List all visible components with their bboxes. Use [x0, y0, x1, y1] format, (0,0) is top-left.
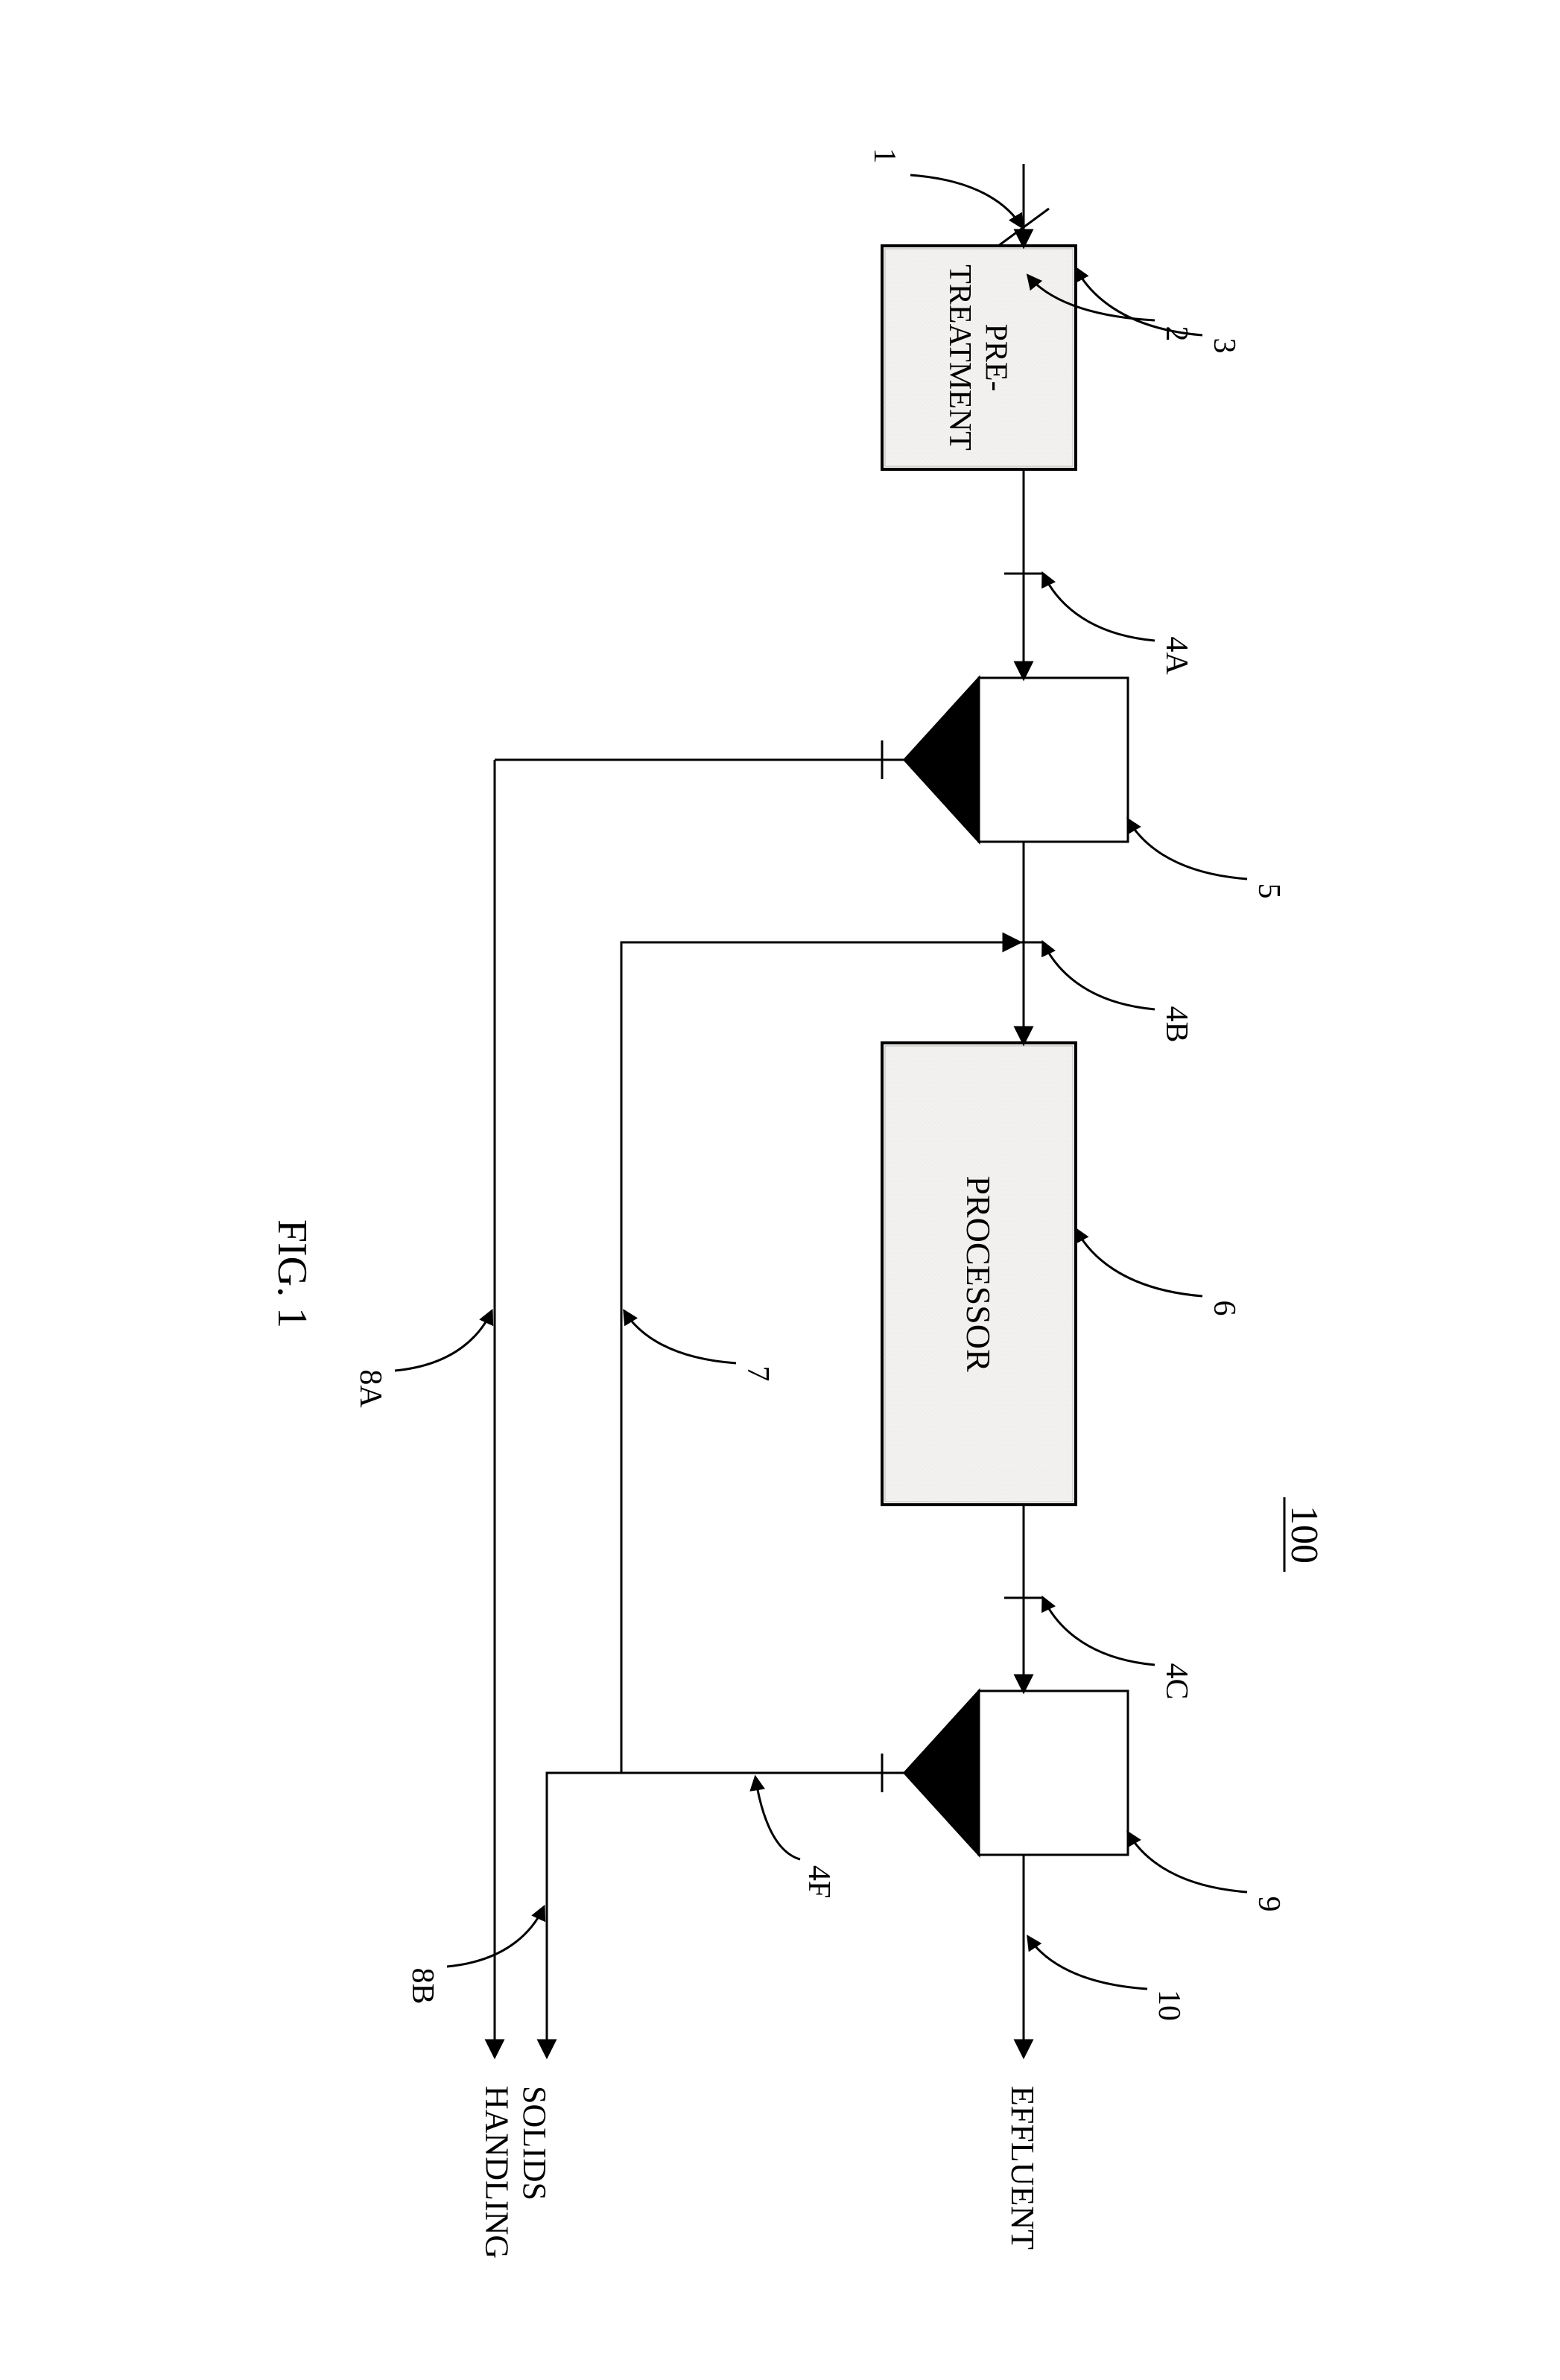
secondary_clarifier-cone: [904, 1691, 979, 1855]
svg-text:9: 9: [1252, 1897, 1286, 1912]
figure-ref-100: 100: [1283, 1505, 1325, 1564]
svg-text:7: 7: [741, 1366, 775, 1382]
primary_clarifier-tank: [979, 678, 1128, 842]
svg-text:3: 3: [1207, 338, 1241, 354]
edge-8B: [547, 1773, 621, 2056]
svg-text:5: 5: [1252, 883, 1286, 899]
svg-text:4F: 4F: [802, 1865, 836, 1898]
svg-text:4B: 4B: [1159, 1006, 1193, 1042]
svg-text:8A: 8A: [353, 1369, 387, 1408]
svg-text:4A: 4A: [1159, 636, 1193, 675]
secondary_clarifier-tank: [979, 1691, 1128, 1855]
svg-text:10: 10: [1152, 1990, 1186, 2021]
primary_clarifier-cone: [904, 678, 979, 842]
processor-label: PROCESSOR: [960, 1175, 998, 1372]
svg-text:6: 6: [1207, 1301, 1241, 1316]
svg-text:4C: 4C: [1159, 1663, 1193, 1699]
svg-text:8B: 8B: [405, 1967, 440, 2004]
label-solids: SOLIDSHANDLING: [478, 2086, 553, 2259]
label-effluent: EFFLUENT: [1004, 2086, 1041, 2250]
svg-text:1: 1: [867, 148, 901, 164]
figure-caption: FIG. 1: [269, 1219, 315, 1328]
